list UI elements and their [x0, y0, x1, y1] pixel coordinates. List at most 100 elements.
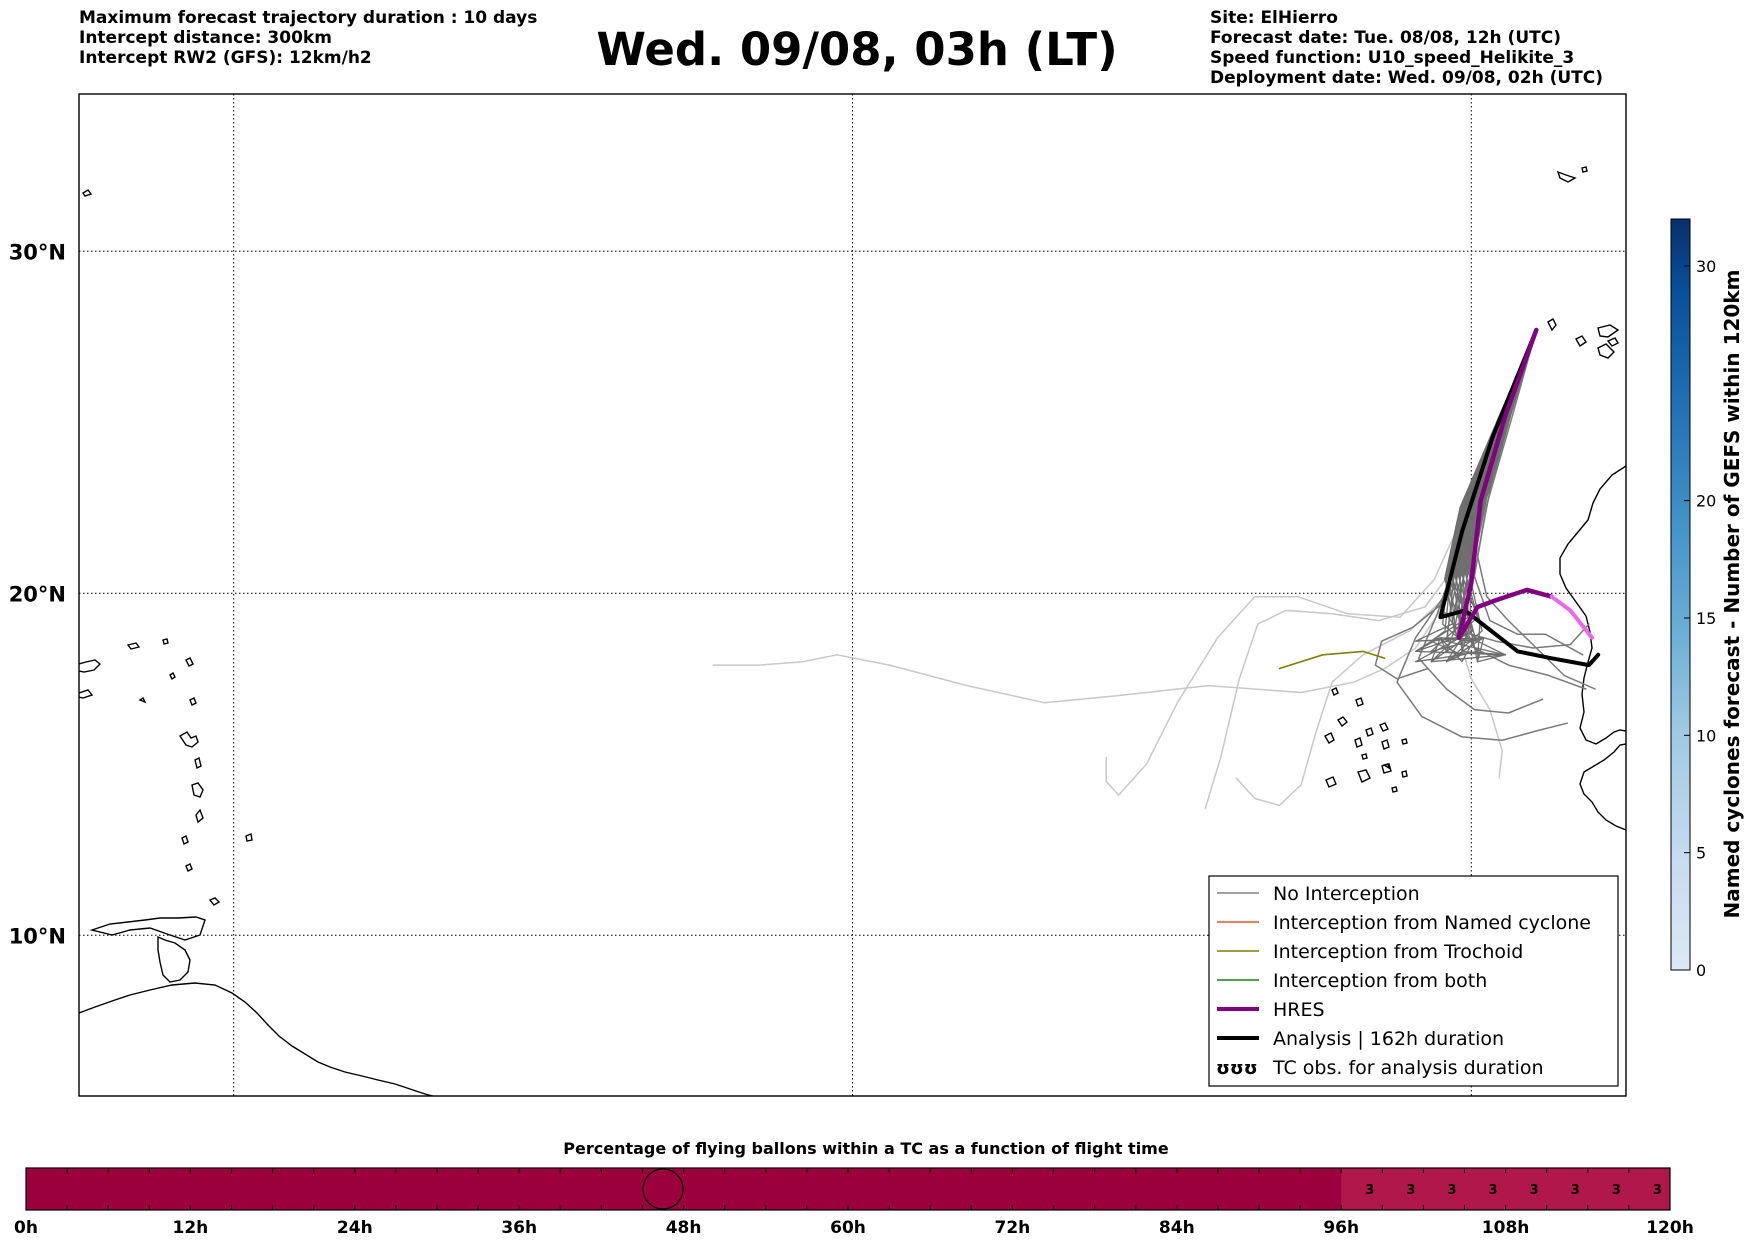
- legend-label: HRES: [1273, 999, 1325, 1021]
- timebar-cell-value: 3: [1530, 1183, 1539, 1198]
- coast-canaries-3: [1597, 324, 1620, 338]
- legend-label: Interception from Trochoid: [1273, 941, 1523, 963]
- island-virgin: [126, 642, 141, 650]
- timebar-cell-value: 3: [1612, 1183, 1621, 1198]
- island-anguilla: [162, 638, 169, 645]
- timebar-tick-label: 72h: [995, 1218, 1031, 1238]
- island-cv-7: [1325, 776, 1337, 788]
- coast-canaries-2: [1575, 335, 1587, 347]
- timebar-cell-value: 3: [1365, 1183, 1374, 1198]
- timebar-cell-value: 3: [1489, 1183, 1498, 1198]
- island-bermuda: [82, 189, 93, 197]
- analysis-track: [1438, 328, 1601, 668]
- trochoid-track: [1278, 650, 1386, 670]
- colorbar-tick-label: 0: [1696, 961, 1706, 980]
- colorbar-tick-label: 20: [1696, 492, 1716, 511]
- timebar-tick-label: 96h: [1323, 1218, 1359, 1238]
- run-info-left: Maximum forecast trajectory duration : 1…: [79, 8, 537, 68]
- colorbar-tick-label: 5: [1696, 844, 1706, 863]
- run-info-right: Site: ElHierro Forecast date: Tue. 08/08…: [1210, 8, 1603, 88]
- island-cv-6: [1365, 727, 1374, 737]
- timebar-tick-label: 0h: [14, 1218, 38, 1238]
- trajectory-map: 60°W40°W20°W10°N20°N30°N No Interception…: [9, 93, 1744, 1097]
- map-legend: No Interception Interception from Named c…: [1208, 875, 1619, 1087]
- hres-trajectory: [1456, 327, 1594, 640]
- coast-lanzarote: [1597, 343, 1615, 359]
- island-tiny-a: [138, 696, 147, 704]
- island-cv-15: [1331, 687, 1339, 696]
- timebar-tick-label: 48h: [666, 1218, 702, 1238]
- coast-madeira: [1556, 170, 1577, 183]
- island-st-lucia: [195, 808, 204, 824]
- coast-hispaniola-tip: [79, 689, 94, 699]
- timebar-highlight: [1341, 1168, 1670, 1210]
- island-cv-2: [1324, 732, 1335, 744]
- colorbar-tick-label: 30: [1696, 257, 1716, 276]
- ensemble-track: [1473, 329, 1584, 656]
- timebar-tick-label: 36h: [501, 1218, 537, 1238]
- legend-label: Interception from both: [1273, 970, 1487, 992]
- info-deployment-date: Deployment date: Wed. 09/08, 02h (UTC): [1210, 68, 1604, 88]
- lat-tick-label: 30°N: [9, 240, 66, 264]
- legend-label: Analysis | 162h duration: [1273, 1028, 1504, 1050]
- island-st-vincent: [181, 835, 189, 845]
- colorbar-label: Named cyclones forecast - Number of GEFS…: [1720, 270, 1744, 919]
- timebar-cell-value: 3: [1571, 1183, 1580, 1198]
- island-cv-16: [1355, 697, 1364, 707]
- island-cv-11: [1391, 786, 1398, 793]
- island-dominica: [194, 756, 202, 770]
- map-frame: [78, 93, 1627, 1097]
- timebar-tick-label: 84h: [1159, 1218, 1195, 1238]
- coast-south-america: [79, 982, 436, 1096]
- timebar-cell-value: 3: [1406, 1183, 1415, 1198]
- colorbar-tick-label: 10: [1696, 726, 1716, 745]
- coast-canaries-1: [1547, 318, 1557, 332]
- timebar-cell-value: 3: [1653, 1183, 1662, 1198]
- island-cv-5: [1379, 722, 1389, 732]
- analysis-trajectory: [1438, 328, 1601, 668]
- island-cv-14: [1382, 763, 1391, 770]
- timebar-tick-label: 108h: [1482, 1218, 1530, 1238]
- trajectory-layer: [712, 327, 1601, 810]
- info-forecast-date: Forecast date: Tue. 08/08, 12h (UTC): [1210, 28, 1561, 48]
- info-intercept-rw2: Intercept RW2 (GFS): 12km/h2: [79, 48, 372, 68]
- island-tobago: [208, 897, 221, 906]
- timebar-cell-value: 3: [1447, 1183, 1456, 1198]
- timebar-frame: [25, 1167, 1671, 1211]
- island-cv-13: [1401, 738, 1408, 745]
- island-cv-3: [1354, 737, 1363, 748]
- lat-tick-label: 20°N: [9, 582, 66, 606]
- island-barbuda: [185, 657, 194, 667]
- coast-trinidad: [157, 935, 191, 983]
- island-cv-10: [1401, 770, 1408, 778]
- map-axis-labels: 60°W40°W20°W10°N20°N30°N: [9, 240, 66, 948]
- coast-venezuela-north: [89, 916, 206, 941]
- colorbar-scale: [1670, 218, 1691, 971]
- info-speed-function: Speed function: U10_speed_Helikite_3: [1210, 48, 1575, 68]
- colorbar: 0 5 10 15 20 30 Named cyclones forecast - Num…: [1670, 218, 1744, 980]
- island-cv-12: [1361, 753, 1368, 760]
- island-cv-4: [1381, 739, 1390, 750]
- hres-track-late: [1549, 594, 1594, 640]
- timebar-title: Percentage of flying ballons within a TC…: [563, 1139, 1169, 1158]
- timebar-tick-label: 12h: [173, 1218, 209, 1238]
- legend-label: TC obs. for analysis duration: [1272, 1057, 1544, 1079]
- lat-tick-label: 10°N: [9, 924, 66, 948]
- timebar-fill: [26, 1168, 1670, 1210]
- island-cv-8: [1357, 769, 1371, 783]
- timebar-tick-label: 60h: [830, 1218, 866, 1238]
- coast-canaries-4: [1606, 337, 1619, 347]
- timebar-tick-label: 120h: [1646, 1218, 1694, 1238]
- island-martinique: [191, 782, 204, 798]
- timebar-tick-label: 24h: [337, 1218, 373, 1238]
- trochoid-trajectories: [1278, 650, 1386, 670]
- island-st-kitts: [169, 671, 176, 681]
- legend-symbol-tc-obs: ʊʊʊ: [1216, 1058, 1258, 1079]
- island-antigua: [189, 697, 197, 706]
- timebar-current-marker: [642, 1168, 684, 1210]
- legend-box: [1208, 875, 1619, 1087]
- colorbar-tick-label: 15: [1696, 609, 1716, 628]
- island-cv-1: [1337, 716, 1348, 728]
- hres-track: [1456, 327, 1554, 640]
- coast-africa-guinea: [1579, 743, 1626, 831]
